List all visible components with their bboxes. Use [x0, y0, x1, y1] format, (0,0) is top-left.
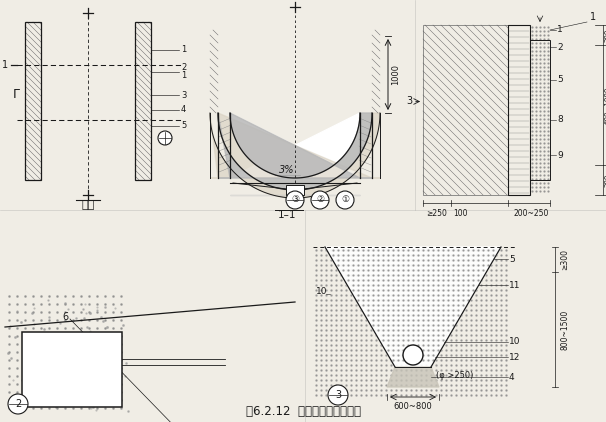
Text: 1: 1: [181, 70, 186, 79]
Circle shape: [336, 191, 354, 209]
Text: 2: 2: [557, 43, 562, 51]
Text: 600~1000: 600~1000: [605, 87, 606, 124]
Text: ≥300: ≥300: [560, 249, 569, 270]
Text: Γ: Γ: [13, 89, 20, 102]
Bar: [135, 22, 151, 180]
Bar: [286, 185, 304, 195]
Polygon shape: [218, 113, 372, 190]
Text: 1–1: 1–1: [278, 210, 296, 220]
Text: 10: 10: [316, 287, 327, 297]
Circle shape: [8, 394, 28, 414]
Text: 1000: 1000: [391, 64, 400, 85]
Polygon shape: [387, 367, 439, 387]
Circle shape: [311, 191, 329, 209]
Text: 1: 1: [557, 25, 563, 35]
Text: 4: 4: [181, 106, 186, 114]
Text: 5: 5: [509, 254, 514, 263]
Text: 平面: 平面: [81, 200, 95, 210]
Text: 2: 2: [15, 399, 21, 409]
Text: (φ >250): (φ >250): [436, 371, 473, 379]
Text: 200: 200: [605, 28, 606, 42]
Text: 3%: 3%: [279, 165, 295, 175]
Text: 4: 4: [509, 373, 514, 381]
Text: 200: 200: [605, 173, 606, 187]
Text: 10: 10: [509, 338, 521, 346]
Text: 图6.2.12  贴壁式衬砌排水构造: 图6.2.12 贴壁式衬砌排水构造: [245, 405, 361, 418]
Text: 1: 1: [590, 12, 596, 22]
Circle shape: [158, 131, 172, 145]
Circle shape: [286, 191, 304, 209]
Text: 8: 8: [557, 116, 563, 124]
Text: 11: 11: [509, 281, 521, 289]
Text: 9: 9: [557, 151, 563, 160]
Text: 5: 5: [557, 76, 563, 84]
Circle shape: [403, 345, 423, 365]
Bar: [530, 40, 550, 180]
Text: 6: 6: [62, 312, 68, 322]
Text: 2: 2: [181, 62, 186, 71]
Circle shape: [328, 385, 348, 405]
Polygon shape: [210, 113, 380, 198]
Polygon shape: [230, 113, 360, 178]
Text: 3: 3: [181, 90, 187, 100]
Text: ③: ③: [291, 195, 299, 205]
Text: 1: 1: [2, 60, 8, 70]
Bar: [25, 22, 41, 180]
Text: ①: ①: [341, 195, 349, 205]
Text: 600~800: 600~800: [394, 402, 432, 411]
Text: 12: 12: [509, 352, 521, 362]
Text: 1: 1: [181, 46, 186, 54]
Text: 3: 3: [335, 390, 341, 400]
Bar: [508, 25, 530, 195]
Text: ≥250: ≥250: [426, 209, 447, 218]
Bar: [22, 332, 122, 407]
Polygon shape: [325, 247, 501, 367]
Bar: [423, 25, 508, 195]
Text: 3: 3: [406, 97, 412, 106]
Text: 800~1500: 800~1500: [560, 309, 569, 349]
Text: 200~250: 200~250: [513, 209, 548, 218]
Text: 100: 100: [453, 209, 467, 218]
Text: 5: 5: [181, 122, 186, 130]
Text: ②: ②: [316, 195, 324, 205]
